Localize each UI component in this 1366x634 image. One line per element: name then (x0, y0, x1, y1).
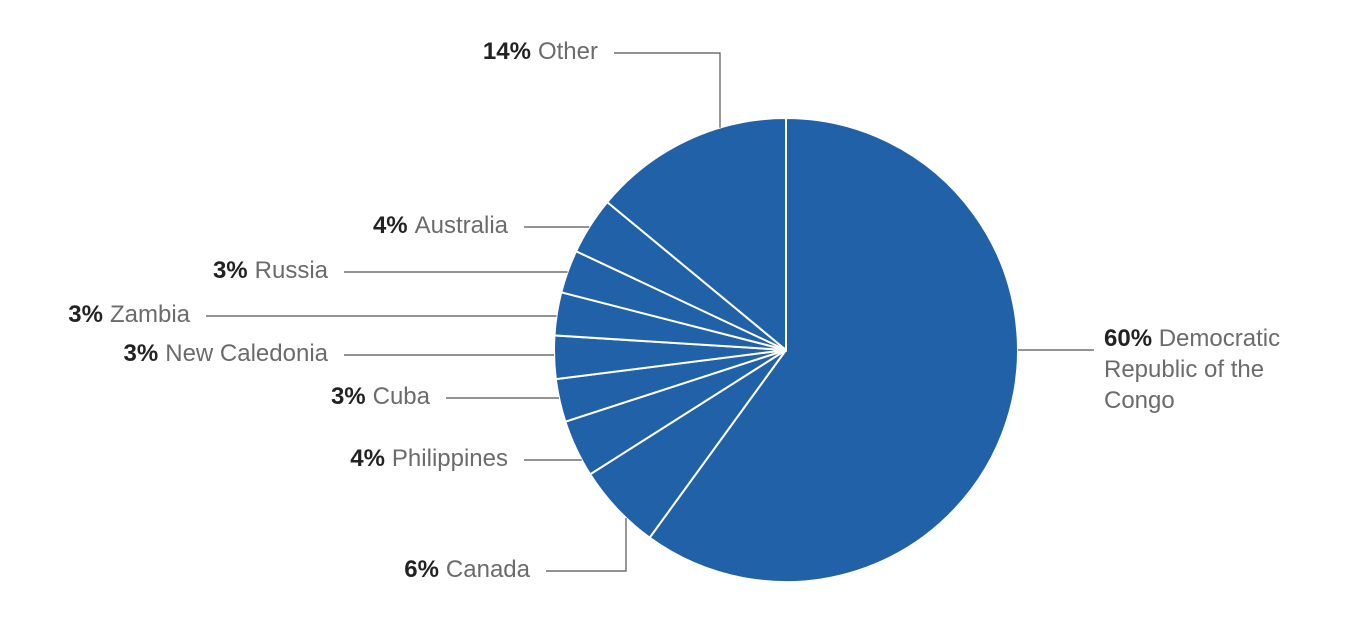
slice-percent: 3% (213, 257, 248, 284)
slice-label: 3% New Caledonia (124, 340, 329, 367)
slice-name: Canada (446, 556, 531, 583)
slice-percent: 14% (483, 38, 531, 65)
slice-name-line: Democratic (1152, 325, 1280, 352)
pie-slice (605, 116, 787, 353)
slice-name: Cuba (373, 383, 431, 410)
leader-line (546, 518, 627, 572)
slice-label: 6% Canada (404, 556, 530, 583)
slice-label: 3% Zambia (68, 301, 190, 328)
slice-name: Philippines (392, 445, 508, 472)
slice-percent: 3% (68, 301, 103, 328)
pie-slice (648, 116, 1019, 583)
slice-name: Russia (255, 257, 329, 284)
slice-name-line: Republic of the (1104, 356, 1264, 383)
slice-percent: 3% (331, 383, 366, 410)
slice-percent: 4% (350, 445, 385, 472)
slice-percent: 3% (124, 340, 159, 367)
slice-name: Democratic Republic of the Congo (1104, 325, 1280, 414)
slice-label: 4% Philippines (350, 445, 508, 472)
slice-label: 3% Russia (213, 257, 329, 284)
slice-label: 3% Cuba (331, 383, 431, 410)
slice-percent: 6% (404, 556, 439, 583)
slice-name: New Caledonia (165, 340, 328, 367)
slice-label: 4% Australia (373, 212, 509, 239)
slice-label: 14% Other (483, 38, 598, 65)
slice-label: 60% Democratic Republic of the Congo (1104, 325, 1280, 414)
slice-percent: 4% (373, 212, 408, 239)
slice-percent: 60% (1104, 325, 1152, 352)
slice-name: Other (538, 38, 598, 65)
leader-line (614, 52, 721, 128)
slice-name: Zambia (110, 301, 191, 328)
slice-name-line: Congo (1104, 387, 1175, 414)
slice-name: Australia (415, 212, 509, 239)
